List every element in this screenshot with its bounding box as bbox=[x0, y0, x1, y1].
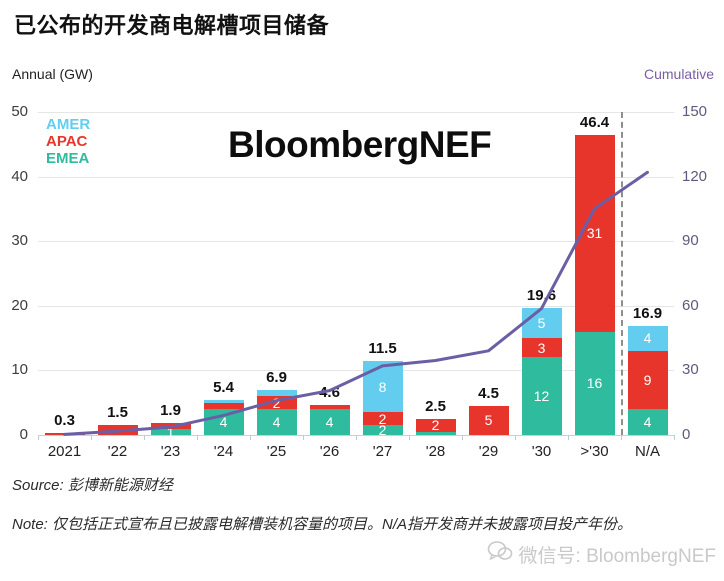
bar-total-label: 11.5 bbox=[368, 339, 397, 357]
bar-segment-amer: 5 bbox=[521, 308, 562, 339]
right-axis-tick-label: 30 bbox=[682, 361, 699, 379]
x-axis-tickmark bbox=[38, 435, 39, 440]
bar-total-label: 2.5 bbox=[425, 397, 446, 415]
bar-total-label: 4.6 bbox=[319, 384, 340, 402]
bar-segment-apac: 5 bbox=[468, 405, 509, 435]
note-text: Note: 仅包括正式宣布且已披露电解槽装机容量的项目。N/A指开发商并未披露项… bbox=[12, 516, 633, 533]
bar-segment-emea: 1 bbox=[150, 424, 191, 440]
right-axis-title: Cumulative bbox=[643, 66, 714, 82]
bar-total-label: 16.9 bbox=[632, 304, 663, 322]
bar-segment-apac bbox=[309, 405, 350, 410]
x-axis-tickmark bbox=[303, 435, 304, 440]
x-axis-tickmark bbox=[515, 435, 516, 440]
x-axis-label: >'30 bbox=[580, 443, 609, 460]
bar-segment-emea: 4 bbox=[256, 409, 297, 435]
x-axis-tickmark bbox=[568, 435, 569, 440]
bar-total-label: 4.5 bbox=[478, 384, 499, 402]
bar-segment-apac: 3 bbox=[521, 338, 562, 358]
bar-total-label: 0.3 bbox=[54, 412, 75, 430]
x-axis-label: '29 bbox=[478, 443, 499, 460]
x-axis-label: '24 bbox=[213, 443, 234, 460]
legend-item-amer: AMER bbox=[46, 116, 91, 133]
bar-segment-apac: 9 bbox=[627, 351, 668, 410]
wechat-label: 微信号: BloombergNEF bbox=[518, 545, 716, 567]
x-axis-tickmark bbox=[197, 435, 198, 440]
x-axis-label: N/A bbox=[634, 443, 660, 460]
left-axis-tick-label: 20 bbox=[11, 296, 28, 314]
x-axis-tickmark bbox=[674, 435, 675, 440]
left-axis-tick-label: 50 bbox=[11, 103, 28, 120]
bar-total-label: 46.4 bbox=[579, 114, 610, 132]
left-axis-tick-label: 40 bbox=[11, 167, 28, 185]
page-title: 已公布的开发商电解槽项目储备 bbox=[14, 13, 330, 38]
bar-segment-emea: 4 bbox=[309, 409, 350, 435]
bar-segment-apac: 31 bbox=[574, 135, 615, 332]
x-axis-label: '22 bbox=[107, 443, 128, 460]
bar-segment-apac bbox=[150, 422, 191, 429]
bar-segment-apac bbox=[203, 402, 244, 410]
bar-segment-emea: 16 bbox=[574, 331, 615, 435]
right-axis-tick-label: 0 bbox=[682, 426, 691, 443]
x-axis-tickmark bbox=[144, 435, 145, 440]
bloombergnef-watermark: BloombergNEF bbox=[228, 124, 492, 165]
x-axis-tickmark bbox=[409, 435, 410, 440]
bar-total-label: 1.5 bbox=[107, 404, 128, 422]
bar-segment-amer bbox=[203, 400, 244, 403]
x-axis-label: '30 bbox=[531, 443, 552, 460]
bar-segment-apac: 2 bbox=[415, 417, 456, 433]
bar-segment-emea: 4 bbox=[203, 409, 244, 435]
x-axis-label: '27 bbox=[372, 443, 393, 460]
chart-legend: AMER APAC EMEA bbox=[46, 116, 90, 167]
x-axis-label: '25 bbox=[266, 443, 287, 460]
wechat-watermark: 微信号: BloombergNEF bbox=[487, 540, 716, 568]
wechat-icon bbox=[487, 540, 513, 568]
left-axis-title: Annual (GW) bbox=[12, 66, 93, 82]
bar-segment-amer: 4 bbox=[627, 325, 668, 351]
right-axis-tick-label: 60 bbox=[682, 296, 699, 314]
bar-segment-amer: 8 bbox=[362, 360, 403, 413]
left-axis-tick-label: 30 bbox=[11, 232, 28, 250]
bar-segment-apac: 2 bbox=[362, 411, 403, 427]
x-axis-label: '23 bbox=[160, 443, 181, 460]
bar-segment-apac: 2 bbox=[256, 395, 297, 411]
right-axis-tick-label: 90 bbox=[682, 232, 699, 250]
gridline bbox=[38, 112, 674, 113]
x-axis-label: '26 bbox=[319, 443, 340, 460]
right-axis-tick-label: 120 bbox=[682, 167, 708, 185]
na-separator-line bbox=[621, 112, 623, 435]
x-axis-tickmark bbox=[462, 435, 463, 440]
bar-total-label: 5.4 bbox=[213, 379, 234, 397]
x-axis-tickmark bbox=[250, 435, 251, 440]
x-axis-label: 2021 bbox=[47, 443, 82, 460]
right-axis-tick-label: 150 bbox=[682, 103, 708, 120]
bar-total-label: 1.9 bbox=[160, 401, 181, 419]
left-axis-tick-label: 0 bbox=[19, 426, 28, 443]
bar-total-label: 19.6 bbox=[526, 287, 557, 305]
bar-segment-amer bbox=[256, 390, 297, 397]
bar-segment-emea: 4 bbox=[627, 409, 668, 435]
x-axis-label: '28 bbox=[425, 443, 446, 460]
x-axis-tickmark bbox=[621, 435, 622, 440]
bar-total-label: 6.9 bbox=[266, 369, 287, 387]
source-text: Source: 彭博新能源财经 bbox=[12, 477, 173, 494]
bar-segment-apac bbox=[97, 425, 138, 435]
bar-segment-apac bbox=[44, 433, 85, 435]
legend-item-apac: APAC bbox=[46, 133, 88, 150]
x-axis-tickmark bbox=[91, 435, 92, 440]
x-axis-tickmark bbox=[356, 435, 357, 440]
bar-segment-emea: 12 bbox=[521, 357, 562, 435]
left-axis-tick-label: 10 bbox=[11, 361, 28, 379]
legend-item-emea: EMEA bbox=[46, 150, 90, 167]
